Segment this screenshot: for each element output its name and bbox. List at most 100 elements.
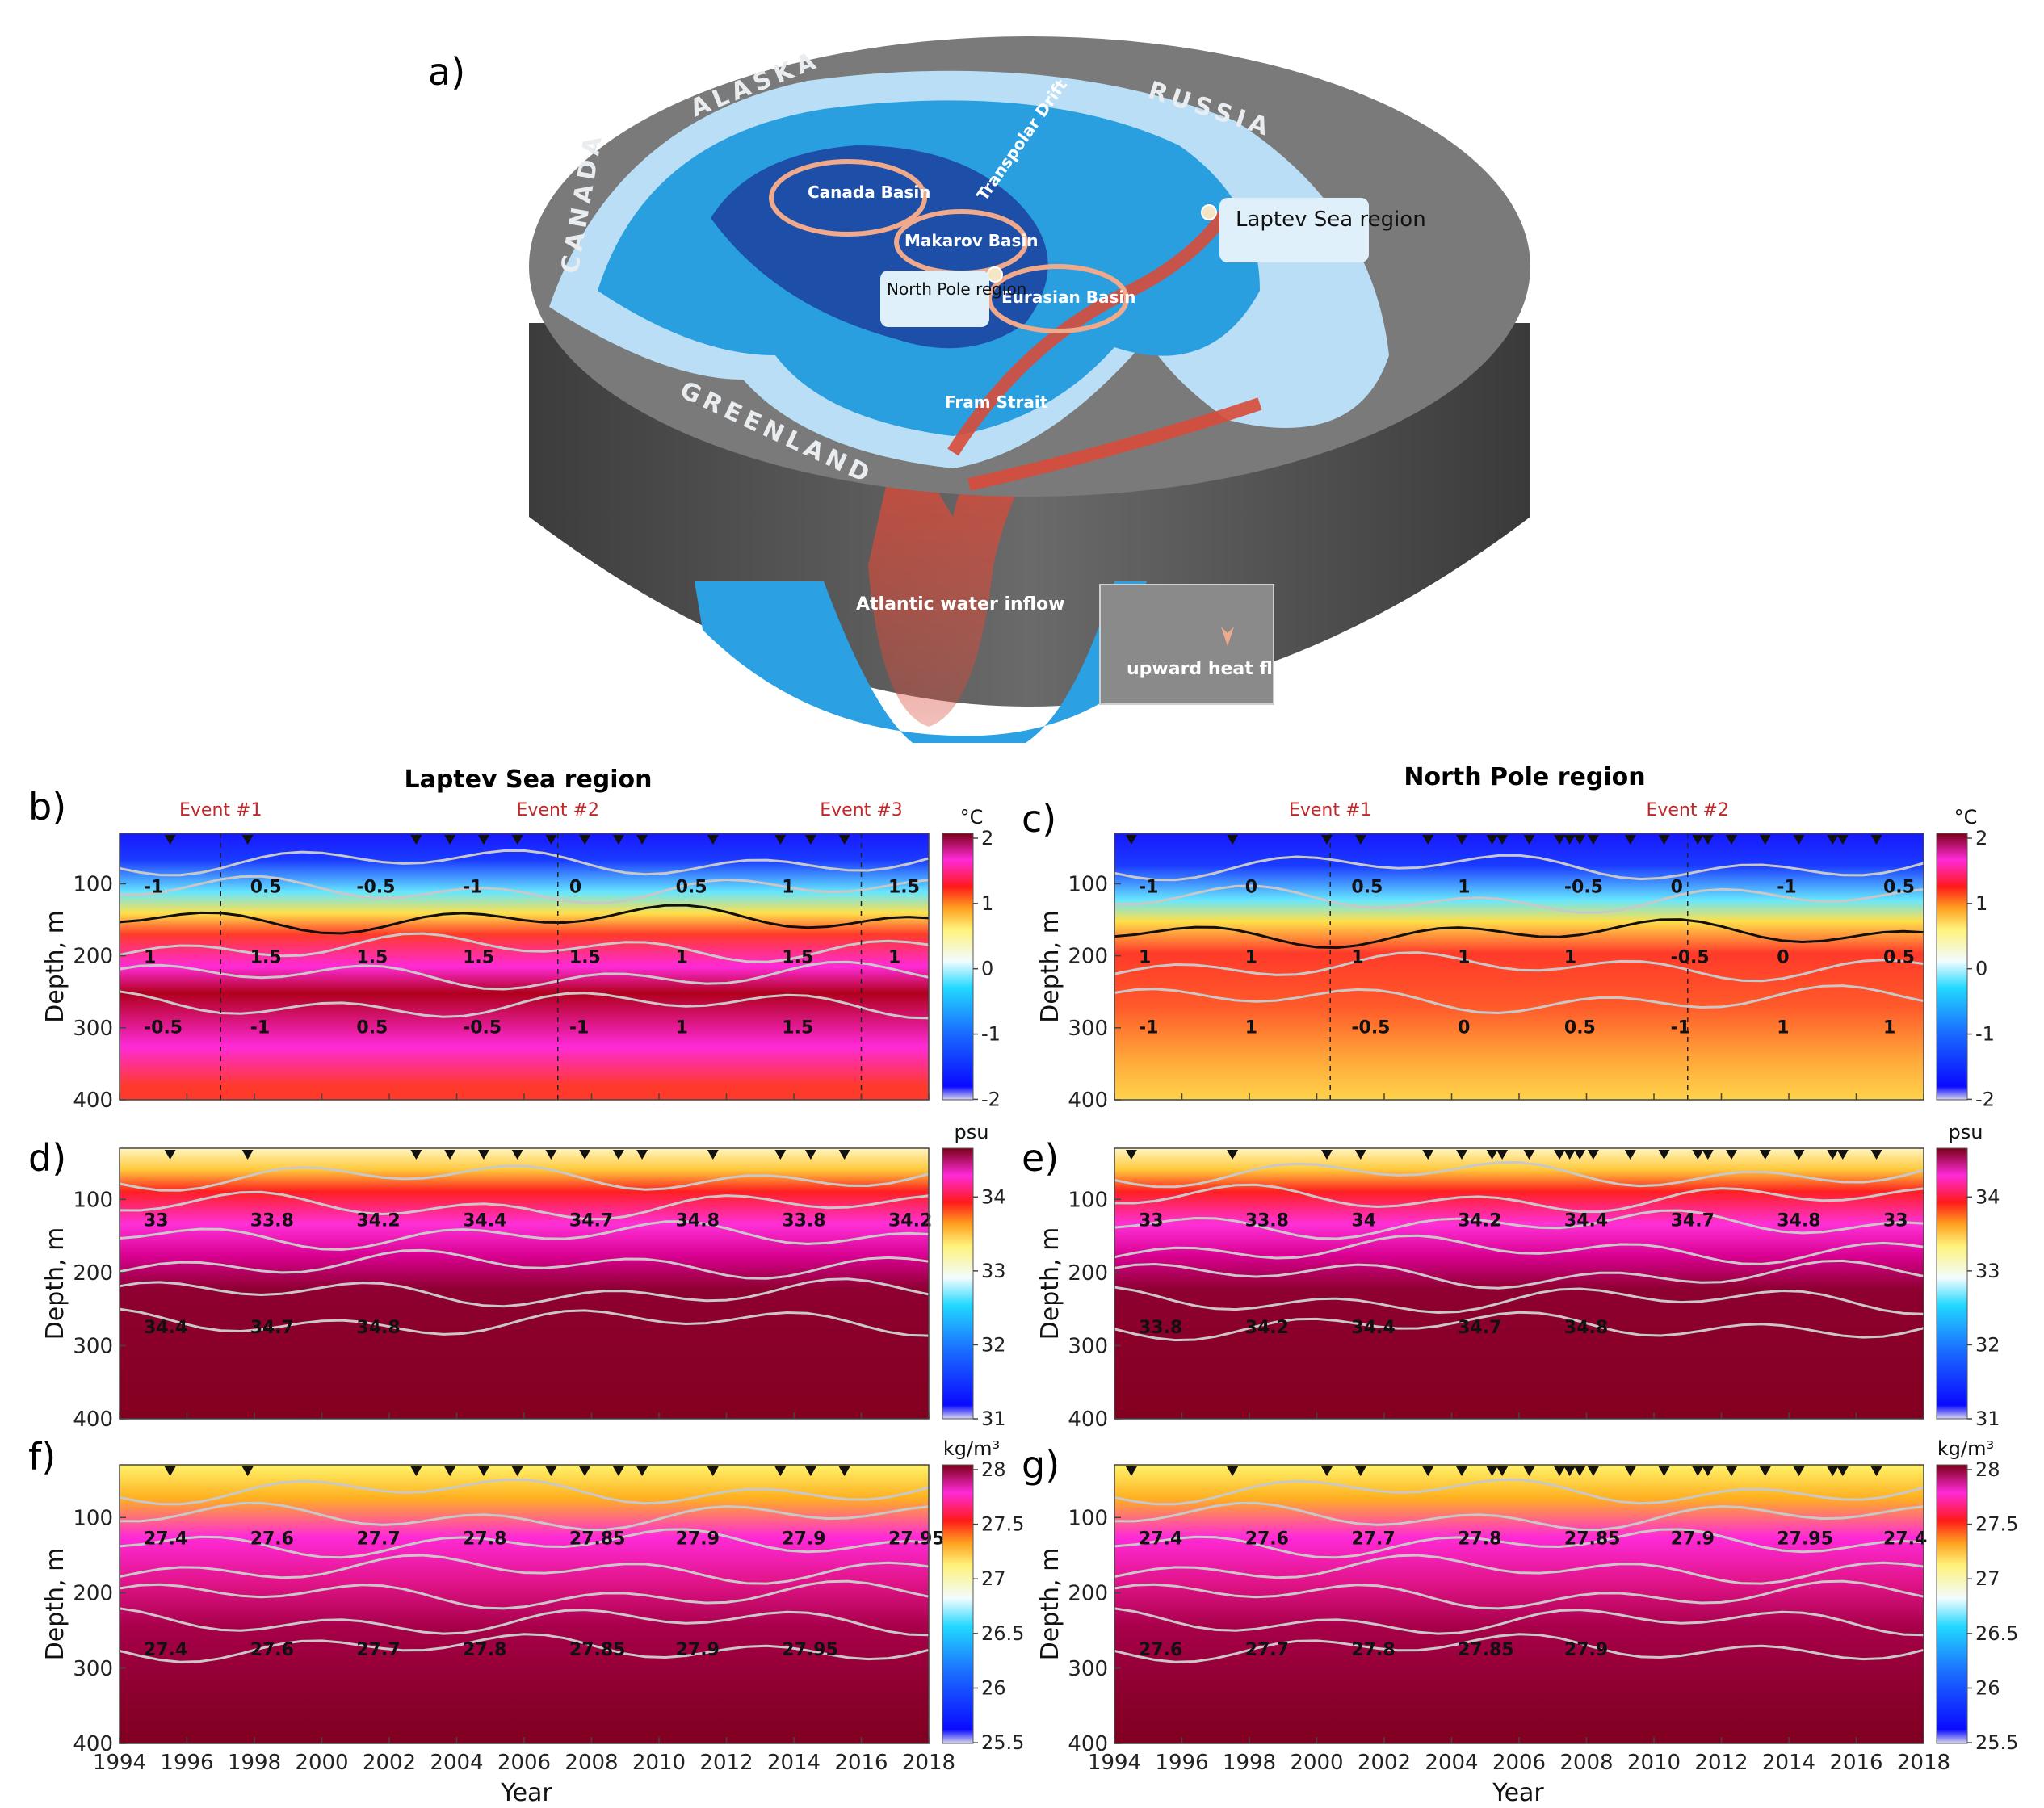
contour-label: 0 xyxy=(1671,878,1683,898)
contour-label: 27.8 xyxy=(1351,1640,1395,1660)
profile-marker xyxy=(1836,835,1849,845)
y-tick-label: 200 xyxy=(73,945,113,969)
profile-marker xyxy=(636,1466,648,1476)
colorbar-tick-label: 31 xyxy=(981,1407,1006,1430)
heatmap-field xyxy=(120,1465,929,1743)
profile-marker xyxy=(1456,1466,1468,1476)
profile-marker xyxy=(1422,835,1434,845)
contour-label: 27.8 xyxy=(463,1529,506,1550)
contour-label: 27.7 xyxy=(356,1529,400,1550)
profile-marker xyxy=(241,1466,254,1476)
contour-label: 34.8 xyxy=(676,1210,720,1231)
x-tick-label: 2010 xyxy=(1627,1751,1681,1775)
x-tick-label: 2012 xyxy=(699,1751,753,1775)
y-axis-label: Depth, m xyxy=(41,1548,69,1661)
profile-marker xyxy=(1587,1466,1599,1476)
contour-label: 33.8 xyxy=(250,1210,294,1231)
contour-label: 1 xyxy=(676,1018,688,1038)
contour-label: 34.8 xyxy=(1564,1318,1608,1338)
panel-label-c: c) xyxy=(1022,797,1056,841)
y-tick-label: 100 xyxy=(1068,1506,1108,1530)
profile-marker xyxy=(511,1150,523,1160)
contour-label: -1 xyxy=(1139,1018,1158,1038)
x-tick-label: 2012 xyxy=(1694,1751,1748,1775)
profile-marker xyxy=(410,1466,422,1476)
profile-marker xyxy=(804,1466,816,1476)
panel-label-a: a) xyxy=(428,50,465,94)
x-tick-label: 1994 xyxy=(1088,1751,1141,1775)
y-tick-label: 400 xyxy=(1068,1407,1108,1432)
profile-marker xyxy=(1726,1150,1738,1160)
colorbar-tick-label: 32 xyxy=(1975,1333,2000,1356)
colorbar-unit: °C xyxy=(1954,806,1978,828)
contour-label: -0.5 xyxy=(1351,1018,1390,1038)
y-tick-label: 400 xyxy=(73,1089,113,1113)
x-tick-label: 2016 xyxy=(834,1751,888,1775)
contour-label: 1 xyxy=(1458,878,1470,898)
contour-line xyxy=(1114,1160,1924,1189)
contour-line xyxy=(1114,1259,1924,1290)
colorbar-unit: °C xyxy=(960,806,984,828)
profile-marker xyxy=(1726,835,1738,845)
contour-line xyxy=(119,1220,930,1252)
contour-line xyxy=(1114,1209,1924,1240)
profile-marker xyxy=(1523,1466,1535,1476)
contour-label: 1 xyxy=(1245,1018,1257,1038)
contour-line xyxy=(119,1607,930,1637)
profile-marker xyxy=(1523,1150,1535,1160)
contour-label: 1.5 xyxy=(888,878,920,898)
colorbar-tick-label: 26 xyxy=(1975,1676,2000,1699)
contour-label: 34 xyxy=(1351,1210,1376,1231)
profile-marker xyxy=(410,1150,422,1160)
label-canada-basin: Canada Basin xyxy=(808,182,930,202)
profile-marker xyxy=(1486,1150,1498,1160)
contour-line xyxy=(1114,951,1924,983)
contour-label: 27.6 xyxy=(1139,1640,1182,1660)
profile-marker xyxy=(1227,835,1239,845)
x-tick-label: 2018 xyxy=(902,1751,955,1775)
canada-basin-gyre xyxy=(769,159,927,237)
profile-marker xyxy=(477,835,489,845)
event-label: Event #1 xyxy=(1289,800,1371,820)
contour-label: 1 xyxy=(1245,948,1257,968)
profile-marker xyxy=(1574,1466,1586,1476)
x-tick-label: 2010 xyxy=(632,1751,686,1775)
contour-label: 27.85 xyxy=(1564,1529,1621,1550)
profile-marker xyxy=(1422,1466,1434,1476)
contour-label: 1 xyxy=(144,948,156,968)
colorbar-tick-label: 0 xyxy=(981,958,993,980)
callout-laptev-text: Laptev Sea region xyxy=(1236,208,1426,232)
contour-label: 1 xyxy=(1139,948,1151,968)
colorbar-tick-label: 26.5 xyxy=(981,1622,1024,1645)
profile-marker xyxy=(1658,1466,1670,1476)
x-tick-label: 2006 xyxy=(1492,1751,1546,1775)
contour-line xyxy=(119,1248,930,1280)
contour-label: 34.7 xyxy=(250,1318,294,1338)
contour-label: 33.8 xyxy=(1245,1210,1289,1231)
y-tick-label: 200 xyxy=(1068,1261,1108,1286)
callout-north-pole: North Pole region xyxy=(880,266,1026,327)
contour-label: 0 xyxy=(1777,948,1789,968)
profile-marker xyxy=(1574,1150,1586,1160)
contour-label: 1 xyxy=(1351,948,1363,968)
colorbar-scale xyxy=(942,1464,974,1744)
contour-line xyxy=(1114,1501,1924,1532)
heatmap-field xyxy=(1114,833,1924,1100)
profile-marker xyxy=(612,1150,624,1160)
colorbar-tick-label: 27 xyxy=(981,1567,1006,1590)
contour-label: 27.95 xyxy=(888,1529,945,1550)
contour-line xyxy=(119,1277,930,1308)
panel-label-g: g) xyxy=(1022,1443,1060,1487)
contour-label: 0.5 xyxy=(1351,878,1383,898)
y-axis-label: Depth, m xyxy=(1036,910,1064,1023)
x-tick-label: 1998 xyxy=(228,1751,281,1775)
profile-marker xyxy=(1793,835,1805,845)
profile-marker xyxy=(579,835,591,845)
contour-label: -1 xyxy=(569,1018,589,1038)
profile-marker xyxy=(410,835,422,845)
callout-laptev: Laptev Sea region xyxy=(1201,198,1426,262)
heatmap-panels: -1 0.5 -0.5 -1 0 0.5 1 1.5 1 1.5 1.5 1.5 1.5 1 1.5 1 -0.… xyxy=(41,800,1950,1775)
y-tick-label: 200 xyxy=(1068,945,1108,969)
profile-marker xyxy=(1759,835,1771,845)
profile-marker xyxy=(1702,835,1714,845)
